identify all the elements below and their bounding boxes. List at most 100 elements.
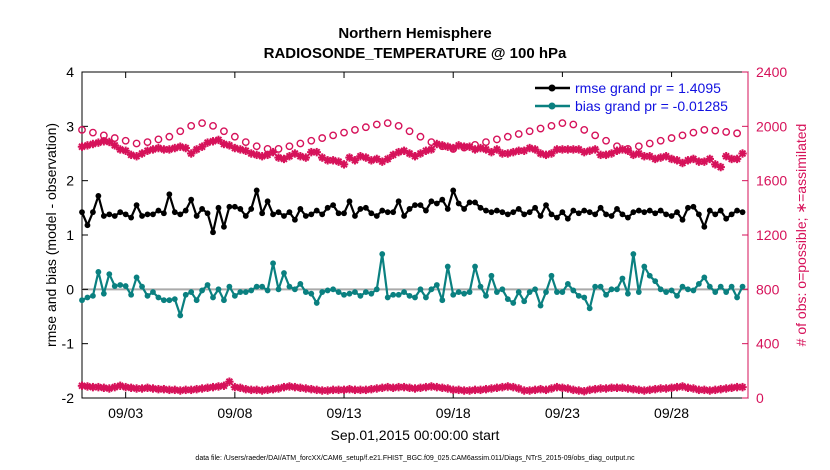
rmse-point <box>341 210 347 217</box>
right-y-tick-label: 1600 <box>756 173 787 189</box>
bias-point <box>439 297 446 304</box>
assimilated-obs-marker <box>569 385 578 395</box>
assimilated-obs-marker <box>241 384 250 394</box>
rmse-point <box>614 206 620 212</box>
bias-point <box>237 289 244 295</box>
bias-point <box>466 289 473 295</box>
rmse-point <box>586 209 593 216</box>
bias-point <box>570 287 577 294</box>
rmse-point <box>488 209 495 216</box>
bias-point <box>308 290 315 297</box>
bias-point <box>182 291 189 298</box>
assimilated-obs-marker <box>159 384 169 394</box>
rmse-point <box>493 207 500 214</box>
rmse-point <box>472 199 478 206</box>
rmse-point <box>663 211 670 218</box>
legend-box <box>532 77 742 117</box>
rmse-point <box>706 207 713 214</box>
bias-point <box>253 283 260 290</box>
rmse-point <box>313 207 320 214</box>
rmse-point <box>335 210 342 217</box>
assimilated-obs-marker <box>219 381 229 390</box>
assimilated-obs-marker <box>590 145 600 154</box>
bias-point <box>319 289 326 295</box>
bias-point <box>166 297 173 304</box>
rmse-point <box>368 210 375 217</box>
bias-point <box>412 294 418 301</box>
bias-point <box>417 286 424 293</box>
rmse-point <box>668 213 675 219</box>
possible-obs-marker <box>416 132 425 141</box>
rmse-point <box>483 207 489 214</box>
assimilated-obs-marker <box>307 384 316 394</box>
bias-point <box>84 294 91 301</box>
bias-point <box>635 289 642 295</box>
rmse-point <box>292 216 298 223</box>
bias-point <box>128 291 135 298</box>
possible-obs-marker <box>689 128 698 137</box>
rmse-point <box>221 223 227 230</box>
right-y-tick-label: 2000 <box>756 118 787 134</box>
bias-point <box>210 294 216 301</box>
possible-obs-marker <box>372 120 381 129</box>
rmse-point <box>581 207 588 214</box>
rmse-point <box>548 211 555 218</box>
possible-obs-marker <box>285 142 294 151</box>
assimilated-obs-marker <box>252 385 261 395</box>
bias-point <box>679 283 686 290</box>
assimilated-obs-marker <box>732 154 742 164</box>
assimilated-obs-marker <box>449 385 458 395</box>
possible-obs-marker <box>711 126 720 135</box>
bias-point <box>592 283 599 290</box>
rmse-point <box>330 202 337 209</box>
rmse-point <box>139 213 145 219</box>
rmse-point <box>100 213 107 219</box>
assimilated-obs-marker <box>727 383 736 393</box>
right-y-tick-label: 1200 <box>756 227 787 243</box>
rmse-point <box>106 211 113 218</box>
bias-point <box>510 300 517 306</box>
bias-point <box>734 294 740 301</box>
rmse-point <box>128 214 135 221</box>
assimilated-obs-marker <box>732 382 742 392</box>
rmse-point <box>373 213 380 219</box>
bias-point <box>690 287 697 294</box>
possible-obs-marker <box>536 124 545 133</box>
bias-point <box>259 283 266 290</box>
left-y-axis: -2 -1 0 1 2 3 4 <box>62 64 88 406</box>
bias-point <box>117 282 124 288</box>
bias-point <box>477 283 484 290</box>
assimilated-obs-marker <box>388 383 398 393</box>
bias-point <box>248 287 255 294</box>
assimilated-obs-marker <box>181 143 190 153</box>
rmse-point <box>635 207 642 214</box>
rmse-point <box>477 204 484 211</box>
possible-obs-marker <box>329 131 338 140</box>
bias-point <box>543 289 549 295</box>
assimilated-obs-marker <box>563 145 573 154</box>
bias-point <box>428 286 435 293</box>
x-tick-label: 09/08 <box>217 405 252 421</box>
bias-point <box>564 281 571 287</box>
rmse-point <box>526 209 533 216</box>
bias-point <box>641 263 648 270</box>
assimilated-obs-marker <box>623 146 633 155</box>
bias-point <box>717 283 724 290</box>
bias-point <box>275 286 282 293</box>
legend: rmse grand pr = 1.4095 bias grand pr = -… <box>532 77 742 117</box>
bias-point <box>373 286 380 293</box>
assimilated-obs-marker <box>509 382 518 392</box>
possible-obs-marker <box>656 136 665 145</box>
bias-point <box>581 294 588 301</box>
bias-point <box>619 275 626 282</box>
rmse-point <box>259 210 266 217</box>
bias-point <box>559 289 566 295</box>
bias-point <box>423 294 429 301</box>
rmse-point <box>652 210 659 217</box>
bias-point <box>455 289 462 295</box>
assimilated-obs-marker <box>279 382 289 392</box>
assimilated-obs-marker <box>738 382 747 392</box>
rmse-point <box>204 210 211 217</box>
assimilated-obs-marker <box>378 383 387 393</box>
